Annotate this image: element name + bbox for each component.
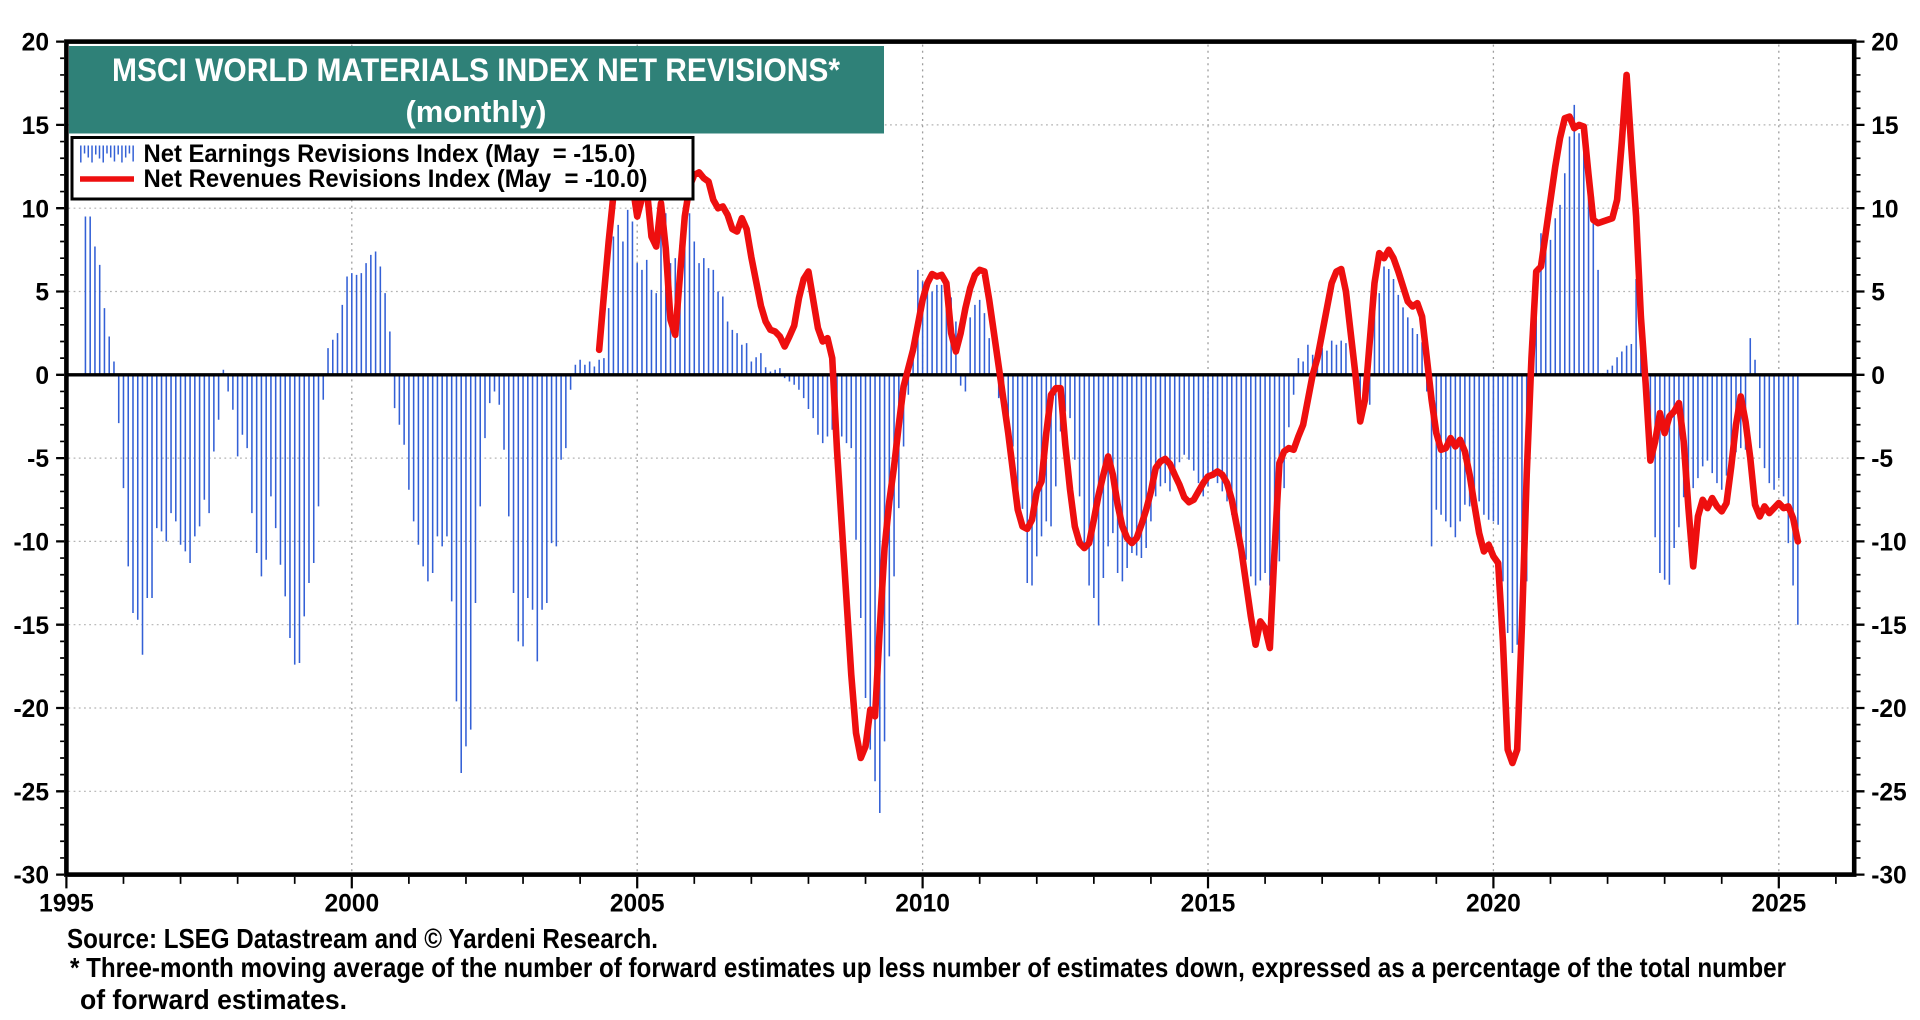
svg-text:2015: 2015 <box>1181 891 1236 918</box>
svg-text:of forward estimates.: of forward estimates. <box>80 984 347 1015</box>
svg-text:0: 0 <box>1871 363 1885 390</box>
svg-text:-15: -15 <box>1871 613 1907 640</box>
svg-text:15: 15 <box>1871 113 1898 140</box>
svg-text:-10: -10 <box>13 530 49 557</box>
svg-text:5: 5 <box>35 280 49 307</box>
svg-text:Net Earnings Revisions Index (: Net Earnings Revisions Index (May = -15.… <box>144 140 636 168</box>
svg-text:-30: -30 <box>1871 863 1907 890</box>
svg-text:1995: 1995 <box>39 891 94 918</box>
svg-text:-25: -25 <box>1871 779 1907 806</box>
svg-text:MSCI WORLD MATERIALS INDEX NET: MSCI WORLD MATERIALS INDEX NET REVISIONS… <box>112 52 840 88</box>
svg-text:20: 20 <box>22 30 49 57</box>
svg-text:15: 15 <box>22 113 49 140</box>
svg-text:0: 0 <box>35 363 49 390</box>
svg-text:2010: 2010 <box>895 891 950 918</box>
svg-text:-30: -30 <box>13 863 49 890</box>
svg-text:Net Revenues Revisions Index (: Net Revenues Revisions Index (May = -10.… <box>144 165 648 193</box>
svg-text:-15: -15 <box>13 613 49 640</box>
svg-text:2005: 2005 <box>610 891 665 918</box>
svg-text:(monthly): (monthly) <box>406 94 547 129</box>
svg-text:-5: -5 <box>27 446 49 473</box>
svg-text:* Three-month moving average o: * Three-month moving average of the numb… <box>70 952 1786 983</box>
svg-text:5: 5 <box>1871 280 1885 307</box>
svg-text:20: 20 <box>1871 30 1898 57</box>
svg-text:Source: LSEG Datastream and ©: Source: LSEG Datastream and © Yardeni Re… <box>67 923 658 954</box>
svg-text:2020: 2020 <box>1466 891 1521 918</box>
svg-text:-5: -5 <box>1871 446 1893 473</box>
svg-text:-25: -25 <box>13 779 49 806</box>
svg-text:2025: 2025 <box>1751 891 1806 918</box>
svg-text:-10: -10 <box>1871 530 1907 557</box>
svg-text:10: 10 <box>22 196 49 223</box>
svg-text:10: 10 <box>1871 196 1898 223</box>
svg-text:-20: -20 <box>13 696 49 723</box>
svg-text:-20: -20 <box>1871 696 1907 723</box>
svg-text:2000: 2000 <box>324 891 379 918</box>
